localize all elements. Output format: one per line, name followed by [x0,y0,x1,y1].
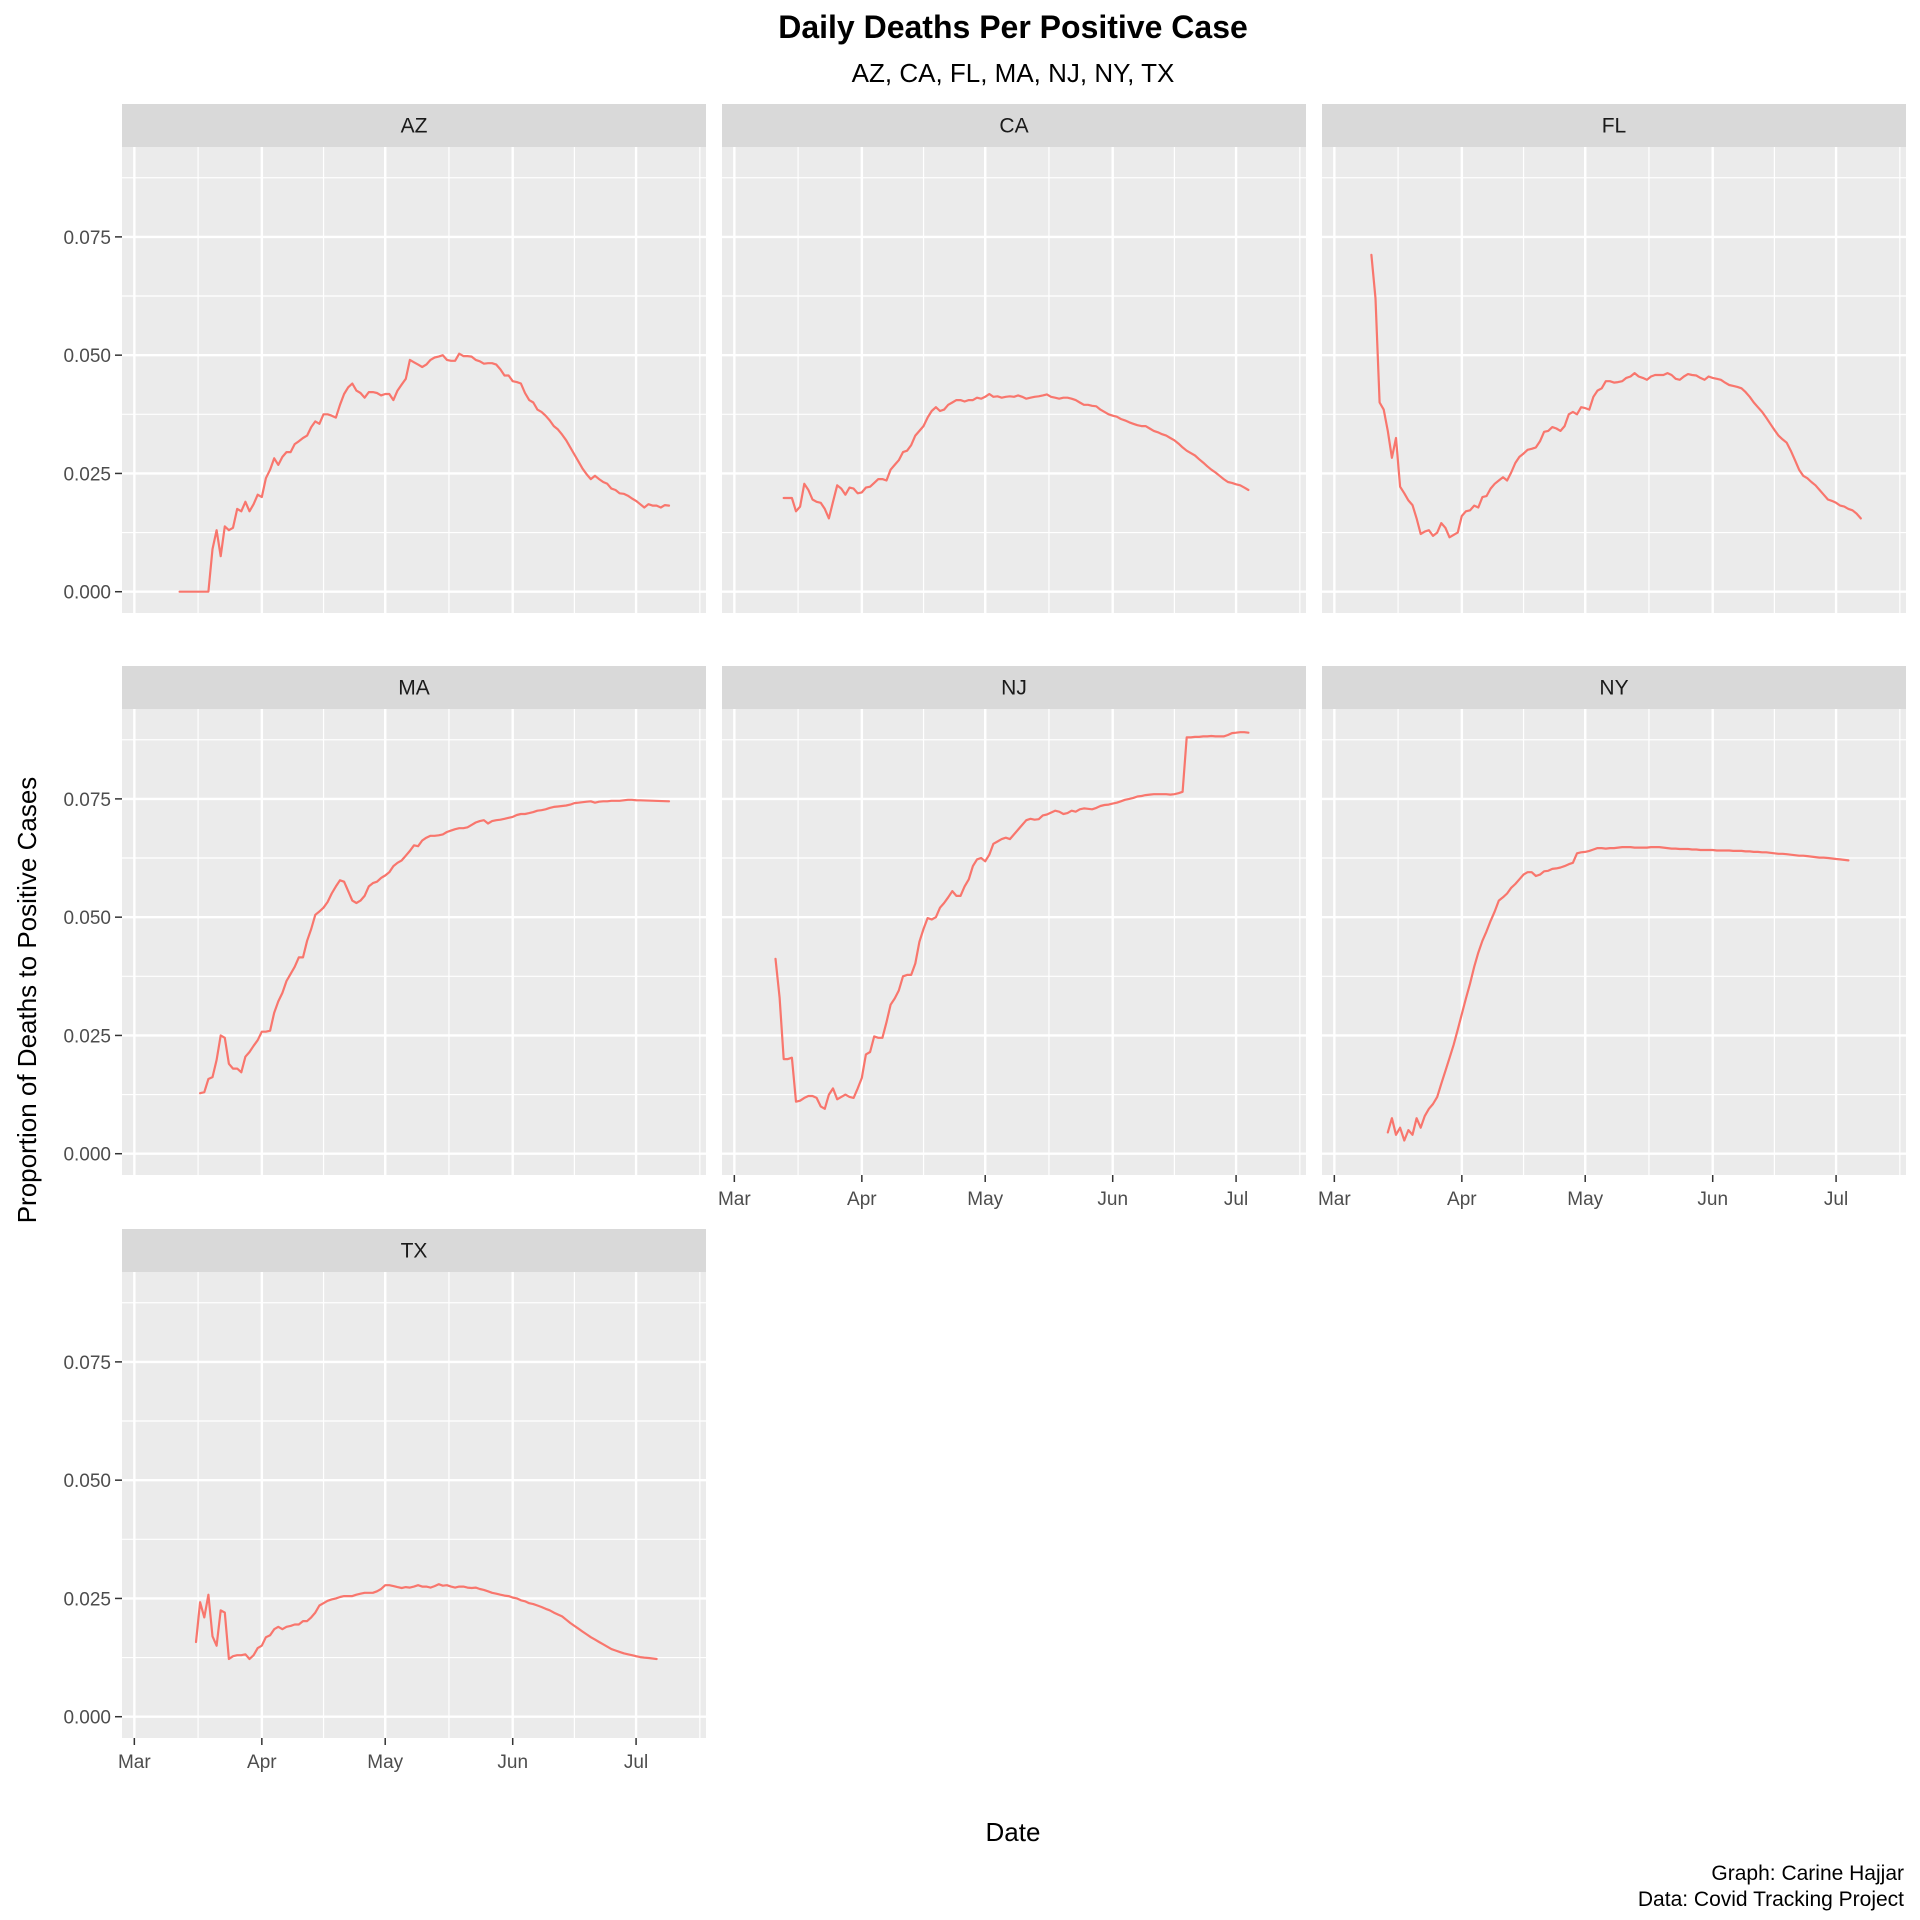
caption-graph: Graph: Carine Hajjar [1711,1862,1904,1885]
caption-data: Data: Covid Tracking Project [1638,1888,1904,1911]
x-tick-label: Apr [1447,1189,1477,1210]
facet-panel-tx: TX 0.000 0.025 0.050 0.075 Mar Apr May Jun Jul [63,1229,706,1773]
chart-title: Daily Deaths Per Positive Case [778,9,1248,45]
y-tick-label: 0.000 [63,1145,111,1166]
facet-strip [722,104,1306,147]
facet-label: FL [1602,115,1627,138]
x-tick-label: Jun [497,1752,528,1773]
x-tick-label: Mar [1318,1189,1351,1210]
facet-strip [1322,666,1906,709]
facet-strip [1322,104,1906,147]
series-line-ma [199,798,671,1095]
y-tick-label: 0.050 [63,346,111,367]
y-tick-label: 0.025 [63,464,111,485]
x-tick-label: Jul [1224,1189,1248,1210]
x-tick-label: May [1567,1189,1603,1210]
x-tick-label: Mar [118,1752,151,1773]
y-tick-label: 0.000 [63,583,111,604]
series-line-ny [1386,846,1850,1142]
series-line-az [178,352,671,593]
y-tick-label: 0.000 [63,1708,111,1729]
facet-panel-ny: NY Mar Apr May Jun Jul [1318,666,1906,1210]
y-tick-label: 0.025 [63,1589,111,1610]
y-tick-label: 0.075 [63,1353,111,1374]
panel-background [722,709,1306,1175]
facet-strip [122,1229,706,1272]
facet-strip [122,666,706,709]
x-tick-label: May [367,1752,403,1773]
series-line-tx [194,1583,658,1661]
y-tick-label: 0.025 [63,1026,111,1047]
panel-background [122,147,706,613]
panel-background [722,147,1306,613]
x-tick-label: Jul [624,1752,648,1773]
y-tick-label: 0.075 [63,790,111,811]
facet-label: TX [401,1240,428,1263]
facet-label: NY [1599,677,1628,700]
facet-strip [722,666,1306,709]
y-axis-label: Proportion of Deaths to Positive Cases [12,777,42,1224]
facet-strip [122,104,706,147]
x-tick-label: Jun [1697,1189,1728,1210]
facet-panel-az: AZ 0.000 0.025 0.050 0.075 [63,104,706,613]
facet-panel-nj: NJ Mar Apr May Jun Jul [718,666,1306,1210]
facet-label: NJ [1001,677,1027,700]
y-tick-label: 0.050 [63,908,111,929]
series-line-fl [1370,253,1862,539]
panel-background [122,1272,706,1738]
facet-panel-fl: FL [1322,104,1906,613]
facet-label: CA [999,115,1028,138]
x-tick-label: Mar [718,1189,751,1210]
x-tick-label: Jul [1824,1189,1848,1210]
x-axis-label: Date [986,1817,1041,1847]
facet-panel-ca: CA [722,104,1306,613]
panel-background [1322,147,1906,613]
facet-label: AZ [401,115,428,138]
series-line-ca [782,392,1250,520]
series-line-nj [774,731,1250,1110]
chart-subtitle: AZ, CA, FL, MA, NJ, NY, TX [852,58,1175,88]
x-tick-label: Apr [247,1752,277,1773]
panel-background [1322,709,1906,1175]
facet-panel-ma: MA 0.000 0.025 0.050 0.075 [63,666,706,1175]
x-tick-label: Apr [847,1189,877,1210]
x-tick-label: May [967,1189,1003,1210]
facet-label: MA [398,677,430,700]
panel-background [122,709,706,1175]
panels: AZ 0.000 0.025 0.050 0.075 CA FL MA 0.000 0.025 0.… [63,104,1906,1773]
x-tick-label: Jun [1097,1189,1128,1210]
y-tick-label: 0.050 [63,1471,111,1492]
y-tick-label: 0.075 [63,228,111,249]
